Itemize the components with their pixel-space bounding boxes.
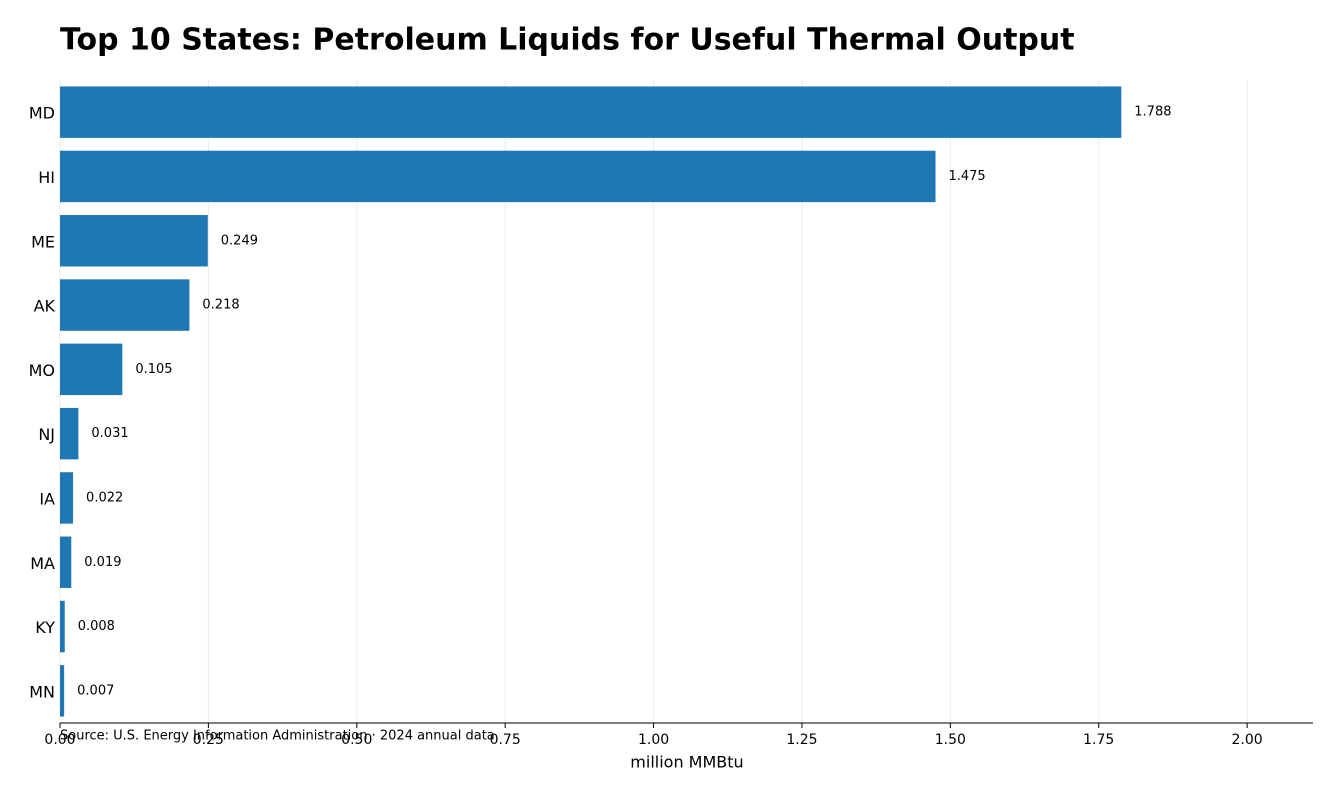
x-tick-label: 1.25 [786,732,817,748]
value-label: 0.007 [77,683,114,698]
x-tick-label: 0.75 [490,732,521,748]
y-tick-label: MA [30,554,55,573]
x-tick-label: 1.50 [935,732,966,748]
bar [60,343,123,396]
y-tick-label: MN [29,682,55,701]
bar [60,472,74,524]
y-tick-label: KY [35,618,55,637]
x-tick-label: 0.25 [193,732,224,748]
value-label: 0.019 [84,555,121,570]
source-note: Source: U.S. Energy Information Administ… [60,729,495,744]
value-label: 1.788 [1134,105,1171,120]
value-label: 1.475 [948,169,985,184]
y-tick-label: ME [31,232,55,251]
x-tick-label: 0.50 [341,732,372,748]
x-tick-label: 1.75 [1083,732,1114,748]
value-label: 0.008 [78,619,115,634]
bar [60,215,208,267]
bar [60,86,1122,138]
y-tick-label: NJ [38,425,55,444]
bar [60,665,65,717]
bar [60,279,190,331]
x-tick-label: 2.00 [1232,732,1263,748]
chart-title: Top 10 States: Petroleum Liquids for Use… [60,23,1075,58]
bar [60,600,65,653]
y-tick-label: MO [29,361,55,380]
bar [60,150,936,203]
x-tick-label: 1.00 [638,732,669,748]
y-tick-label: MD [29,104,55,123]
bar [60,407,79,460]
x-tick-label: 0.00 [44,732,75,748]
value-label: 0.022 [86,490,123,505]
y-tick-label: HI [38,168,55,187]
x-axis-label: million MMBtu [630,753,743,772]
value-label: 0.218 [202,298,239,313]
value-label: 0.105 [135,362,172,377]
y-tick-label: AK [34,297,56,316]
value-label: 0.031 [91,426,128,441]
y-tick-label: IA [39,489,55,508]
value-label: 0.249 [221,233,258,248]
bar [60,536,72,588]
